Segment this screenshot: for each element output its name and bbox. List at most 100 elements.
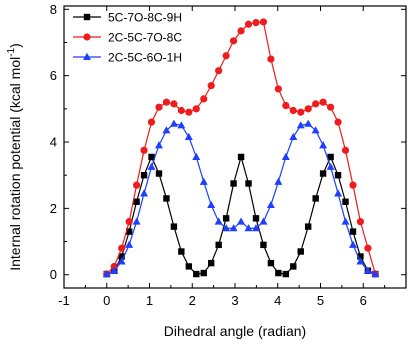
x-axis-label: Dihedral angle (radian)	[164, 323, 306, 339]
data-point-square	[133, 198, 140, 205]
y-axis-label-text: Internal rotation potential (kcal mol	[7, 57, 23, 271]
data-point-circle	[147, 118, 156, 126]
data-point-triangle	[207, 200, 216, 209]
data-point-circle	[319, 98, 327, 106]
data-point-triangle	[132, 217, 141, 225]
data-point-circle	[237, 27, 245, 35]
data-point-square	[260, 241, 267, 249]
data-point-square	[327, 153, 334, 161]
x-tick-label: 4	[274, 293, 281, 308]
data-point-circle	[215, 67, 223, 75]
data-point-square	[163, 195, 170, 202]
data-point-triangle	[304, 119, 313, 127]
data-point-square	[155, 170, 163, 177]
data-point-circle	[170, 100, 178, 108]
data-point-triangle	[311, 126, 320, 134]
data-point-triangle	[244, 224, 253, 232]
data-point-square	[83, 13, 91, 21]
x-tick-label: 0	[103, 293, 110, 308]
series-3	[102, 119, 380, 278]
data-point-circle	[125, 218, 133, 226]
data-point-triangle	[169, 119, 178, 127]
data-point-triangle	[117, 257, 126, 265]
data-point-square	[178, 248, 185, 255]
data-point-circle	[259, 18, 268, 26]
data-point-circle	[192, 105, 200, 113]
data-point-square	[118, 253, 125, 260]
data-point-circle	[118, 244, 126, 252]
data-point-triangle	[259, 217, 268, 225]
data-point-circle	[140, 146, 148, 154]
data-point-triangle	[184, 132, 193, 141]
data-point-triangle	[125, 240, 134, 248]
data-point-triangle	[356, 257, 365, 265]
data-point-square	[140, 172, 148, 179]
data-point-square	[193, 270, 200, 278]
data-point-triangle	[341, 217, 350, 225]
data-point-square	[252, 215, 260, 222]
x-tick-label: -1	[58, 293, 70, 308]
data-point-square	[304, 223, 312, 230]
data-point-circle	[267, 55, 275, 63]
data-point-circle	[274, 85, 282, 93]
data-point-triangle	[162, 126, 171, 134]
data-point-square	[319, 170, 327, 177]
data-point-square	[290, 263, 297, 270]
series-line	[106, 123, 376, 275]
data-point-square	[267, 259, 275, 267]
data-point-triangle	[102, 269, 111, 278]
data-point-square	[207, 259, 215, 267]
y-axis-label-close: )	[7, 43, 23, 48]
data-point-triangle	[326, 162, 335, 170]
data-point-circle	[349, 181, 357, 189]
y-tick-label: 6	[50, 68, 57, 83]
legend: 5C-7O-8C-9H 2C-5C-7O-8C 2C-5C-6O-1H	[73, 11, 182, 65]
data-point-circle	[207, 82, 215, 90]
data-point-square	[297, 248, 304, 255]
data-point-square	[170, 223, 178, 230]
y-tick-label: 2	[50, 201, 57, 216]
data-point-square	[200, 269, 207, 277]
data-point-square	[148, 153, 155, 161]
data-point-circle	[229, 37, 238, 45]
data-point-triangle	[281, 152, 290, 160]
data-point-square	[312, 195, 319, 202]
data-point-triangle	[266, 200, 275, 209]
y-tick-label: 4	[50, 135, 57, 150]
data-point-triangle	[140, 189, 149, 197]
data-point-triangle	[222, 224, 231, 232]
data-point-triangle	[289, 132, 298, 141]
data-point-circle	[162, 98, 171, 106]
data-point-square	[215, 241, 222, 249]
x-tick-label: 2	[189, 293, 196, 308]
x-tick-label: 5	[317, 293, 324, 308]
data-point-triangle	[229, 224, 238, 232]
data-point-triangle	[83, 52, 91, 60]
data-point-triangle	[348, 240, 357, 248]
data-point-circle	[334, 118, 342, 126]
data-point-triangle	[296, 121, 305, 129]
legend-label: 2C-5C-6O-1H	[108, 51, 182, 65]
data-point-circle	[252, 18, 260, 27]
data-point-square	[245, 180, 252, 187]
data-point-triangle	[274, 177, 283, 185]
data-point-circle	[364, 244, 372, 252]
series-2	[103, 18, 379, 278]
data-point-square	[237, 153, 245, 161]
data-point-circle	[356, 218, 365, 226]
data-point-square	[185, 263, 193, 270]
data-point-triangle	[192, 152, 201, 160]
y-tick-label: 0	[50, 267, 57, 282]
x-tick-label: 1	[146, 293, 153, 308]
data-point-circle	[326, 103, 335, 111]
data-point-square	[230, 180, 237, 187]
data-point-circle	[177, 106, 185, 115]
data-point-circle	[200, 95, 208, 103]
legend-label: 5C-7O-8C-9H	[108, 11, 182, 25]
data-point-triangle	[154, 141, 163, 149]
data-point-square	[125, 228, 133, 235]
x-tick-label: 6	[360, 293, 367, 308]
data-point-circle	[289, 106, 297, 115]
data-point-circle	[83, 33, 91, 41]
